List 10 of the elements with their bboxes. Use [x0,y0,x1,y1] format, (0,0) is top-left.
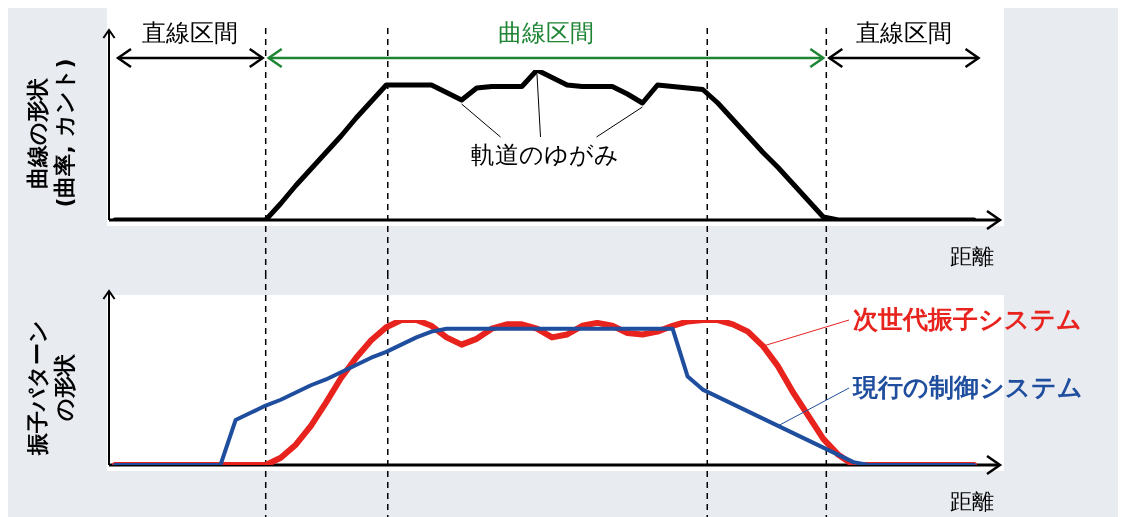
legend-label: 次世代振子システム [853,305,1082,334]
text: 曲線区間 [498,19,595,47]
y-axis-title: 振子パターンの形状 [25,320,77,456]
x-axis-title: 距離 [950,489,994,514]
text: 現行の制御システム [852,373,1083,402]
x-axis-title: 距離 [950,244,994,269]
annotation: 軌道のゆがみ [470,141,619,169]
text: 直線区間 [142,19,239,47]
y-axis-title: 曲線の形状(曲率, カント) [25,58,77,208]
text: 直線区間 [855,19,952,47]
